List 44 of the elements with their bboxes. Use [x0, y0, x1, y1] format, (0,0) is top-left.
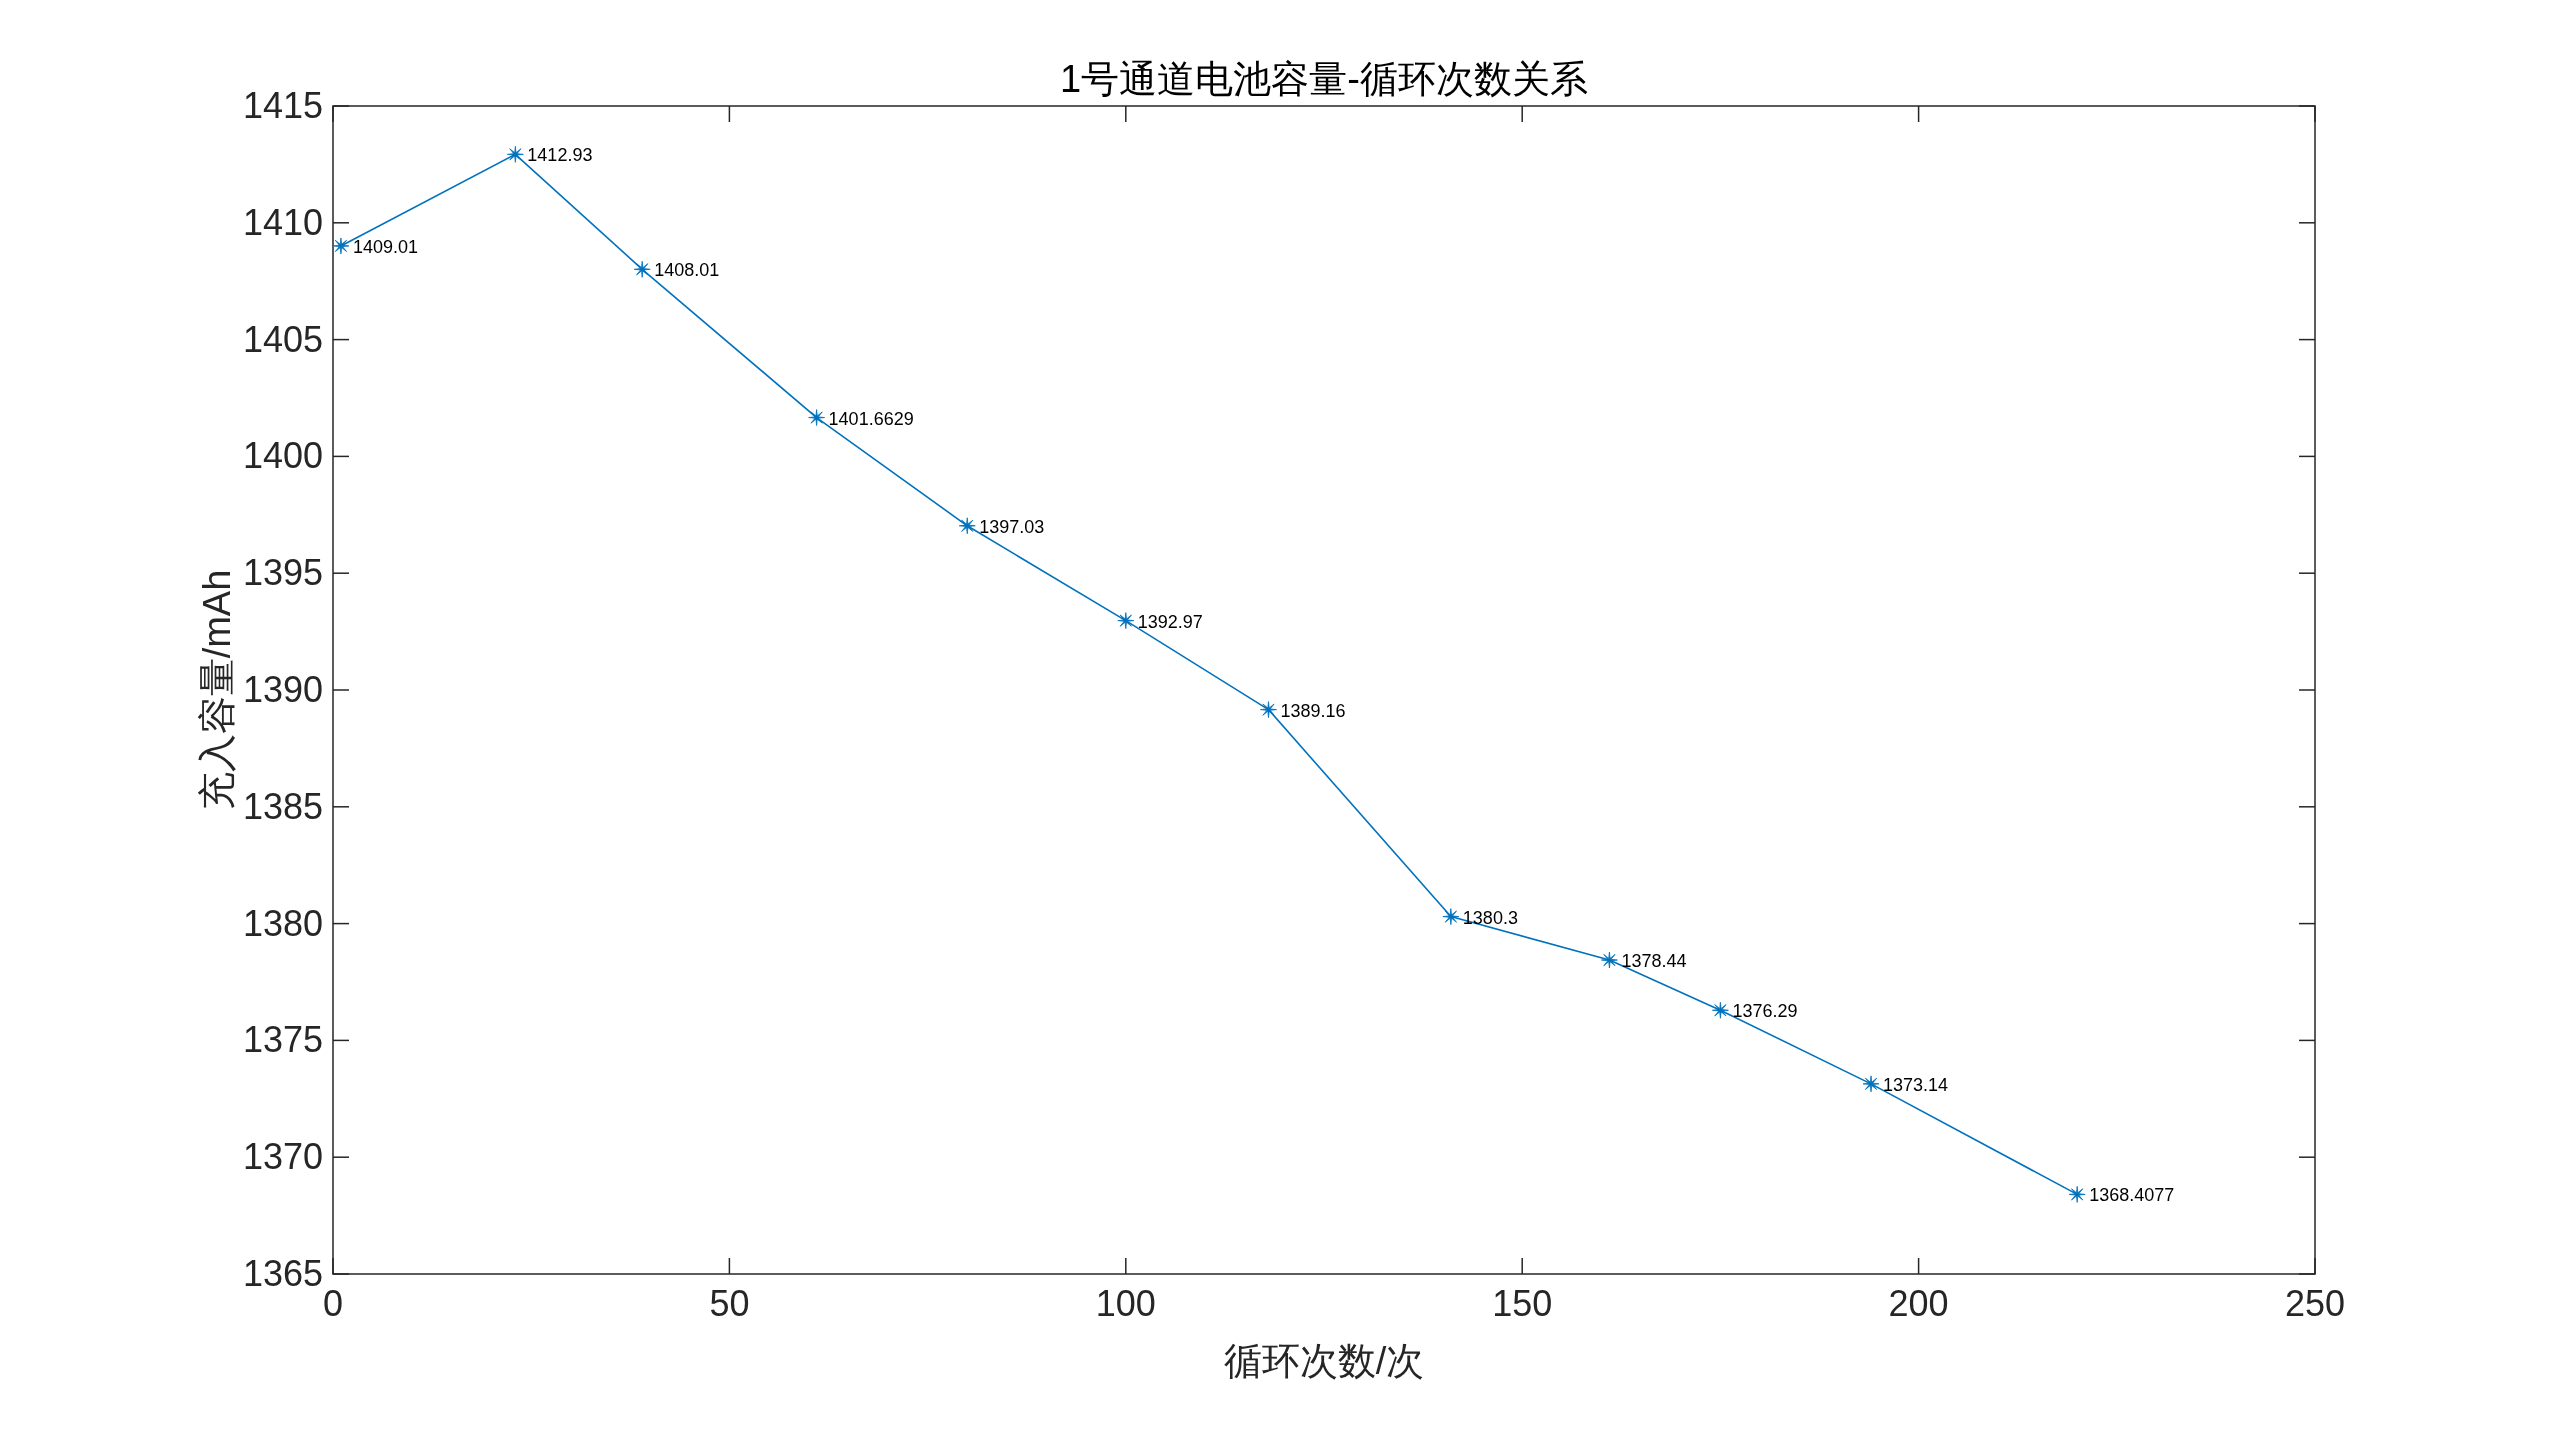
chart-title: 1号通道电池容量-循环次数关系 — [1060, 58, 1588, 100]
point — [332, 237, 350, 255]
point — [808, 409, 826, 426]
y-tick-label: 1385 — [242, 785, 323, 827]
y-tick-label: 1405 — [242, 318, 323, 360]
x-tick-label: 50 — [709, 1283, 750, 1324]
data-label: 1401.6629 — [828, 408, 914, 429]
data-label: 1392.97 — [1137, 611, 1203, 632]
data-label: 1378.44 — [1621, 951, 1687, 972]
y-tick-label: 1415 — [242, 85, 323, 126]
point — [1862, 1075, 1880, 1093]
data-label: 1408.01 — [654, 260, 720, 281]
y-tick-label: 1380 — [242, 902, 323, 944]
y-tick-label: 1370 — [242, 1136, 323, 1178]
x-tick-label: 200 — [1888, 1283, 1949, 1324]
data-label: 1412.93 — [527, 145, 593, 166]
x-tick-label: 150 — [1492, 1283, 1553, 1324]
point — [1117, 612, 1135, 630]
data-label: 1397.03 — [979, 516, 1045, 537]
point — [2068, 1186, 2086, 1203]
data-label: 1409.01 — [352, 236, 419, 257]
y-tick-label: 1410 — [242, 201, 323, 243]
x-tick-label: 0 — [322, 1283, 344, 1324]
y-axis-title: 充入容量/mAh — [196, 569, 238, 811]
data-label: 1376.29 — [1732, 1001, 1798, 1022]
y-tick-label: 1395 — [242, 552, 323, 594]
y-tick-label: 1365 — [242, 1253, 323, 1294]
y-tick-label: 1375 — [242, 1019, 323, 1061]
point — [1260, 701, 1277, 719]
data-label: 1380.3 — [1462, 907, 1518, 928]
point — [958, 517, 976, 535]
y-tick-label: 1400 — [242, 435, 323, 477]
point — [1442, 908, 1460, 925]
data-label: 1389.16 — [1280, 700, 1346, 721]
x-tick-label: 100 — [1095, 1283, 1156, 1324]
point — [506, 145, 524, 163]
point — [633, 260, 651, 278]
x-tick-label: 250 — [2284, 1283, 2346, 1324]
x-axis-title: 循环次数/次 — [1223, 1340, 1425, 1382]
y-tick-label: 1390 — [242, 669, 323, 710]
data-label: 1373.14 — [1883, 1074, 1949, 1095]
point — [1601, 951, 1618, 969]
point — [1712, 1001, 1729, 1019]
data-label: 1368.4077 — [2089, 1185, 2175, 1206]
